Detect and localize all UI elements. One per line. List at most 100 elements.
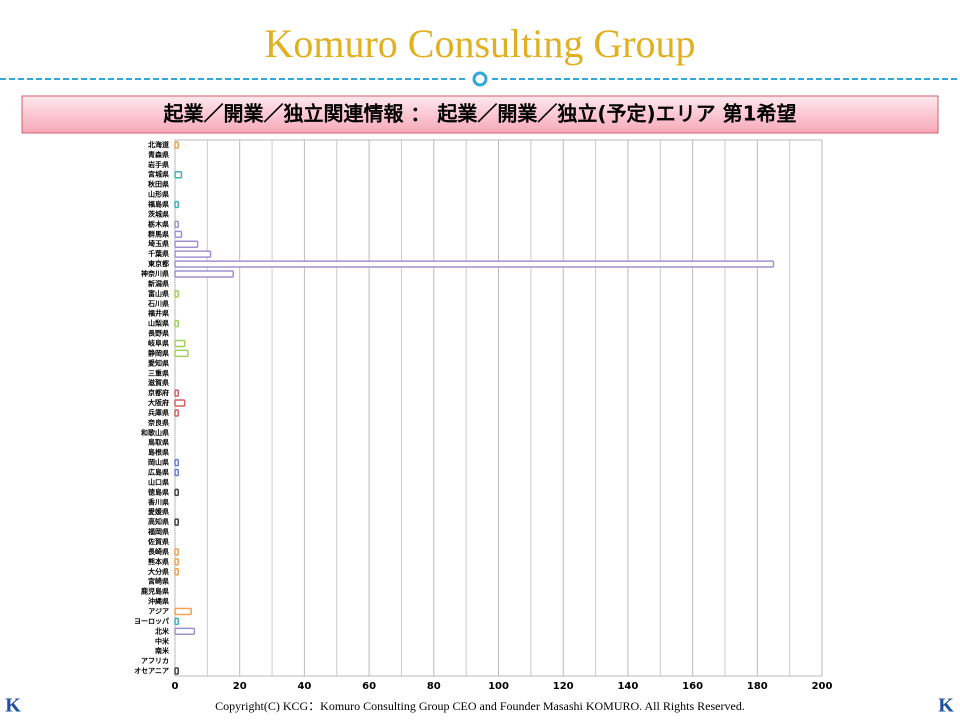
y-tick-label: 群馬県: [148, 229, 169, 238]
y-tick-label: 滋賀県: [148, 378, 169, 387]
y-tick-label: 岐阜県: [148, 338, 169, 347]
y-tick-label: 北米: [155, 626, 170, 635]
logo-left: K: [5, 695, 21, 717]
y-tick-label: 北海道: [148, 140, 169, 149]
y-tick-label: 佐賀県: [147, 537, 169, 546]
logo-right: K: [938, 695, 954, 717]
bar: [174, 617, 179, 626]
y-tick-label: 熊本県: [148, 557, 169, 566]
y-tick-label: 宮崎県: [148, 577, 169, 586]
y-tick-label: 宮城県: [148, 170, 169, 179]
x-tick-label: 20: [233, 681, 247, 692]
y-tick-label: 奈良県: [147, 418, 169, 427]
copyright: Copyright(C) KCG：Komuro Consulting Group…: [215, 699, 745, 713]
y-tick-label: 福井県: [147, 309, 169, 318]
bar: [174, 250, 212, 258]
y-tick-label: 広島県: [148, 468, 169, 477]
bar: [174, 141, 179, 149]
y-tick-label: 大分県: [148, 567, 169, 576]
y-tick-label: 高知県: [148, 517, 169, 526]
x-tick-label: 200: [812, 681, 833, 692]
y-tick-label: 兵庫県: [148, 408, 169, 417]
bar: [174, 409, 179, 417]
y-tick-label: 愛媛県: [148, 507, 169, 516]
bar: [174, 200, 179, 209]
y-tick-label: 岩手県: [147, 160, 169, 169]
y-tick-label: 長崎県: [148, 547, 169, 556]
x-tick-label: 140: [617, 681, 638, 692]
y-tick-label: 京都府: [148, 388, 169, 397]
y-tick-label: 長野県: [148, 329, 169, 338]
bar: [174, 468, 179, 477]
bar: [174, 558, 179, 566]
y-tick-label: 茨城県: [148, 209, 169, 218]
y-tick-label: 山口県: [148, 477, 169, 486]
bar: [174, 389, 179, 397]
bar: [174, 627, 196, 636]
bar: [174, 488, 179, 497]
x-tick-label: 40: [297, 681, 311, 692]
slide-title: Komuro Consulting Group: [264, 21, 695, 66]
y-tick-label: 香川県: [147, 497, 169, 506]
bar: [174, 290, 179, 298]
y-tick-label: 中米: [155, 636, 170, 645]
x-tick-label: 180: [747, 681, 768, 692]
y-tick-label: 東京都: [148, 259, 169, 268]
y-tick-label: 石川県: [147, 299, 169, 308]
y-tick-label: 福岡県: [147, 527, 169, 536]
x-tick-label: 0: [172, 681, 179, 692]
y-tick-label: アジア: [148, 607, 169, 615]
y-tick-label: 新潟県: [148, 279, 169, 288]
bar: [174, 319, 179, 328]
bar: [174, 518, 179, 526]
x-tick-label: 60: [362, 681, 376, 692]
y-tick-label: 埼玉県: [148, 239, 169, 248]
bar: [174, 667, 179, 675]
y-tick-label: 岡山県: [148, 458, 169, 467]
bar: [174, 548, 179, 556]
y-tick-label: 秋田県: [148, 180, 169, 189]
y-tick-label: 和歌山県: [140, 428, 169, 437]
y-tick-label: 富山県: [148, 289, 169, 298]
y-tick-label: 南米: [155, 646, 170, 655]
y-tick-label: 山形県: [148, 190, 169, 199]
bar: [174, 568, 179, 576]
x-tick-label: 80: [427, 681, 441, 692]
subtitle-box: [21, 95, 939, 134]
bar: [174, 260, 775, 268]
y-tick-label: 青森県: [148, 150, 169, 159]
y-tick-label: 三重県: [148, 368, 169, 377]
bar: [174, 171, 183, 179]
bar: [174, 339, 186, 348]
y-tick-label: 山梨県: [148, 319, 169, 328]
x-tick-label: 120: [553, 681, 574, 692]
y-tick-label: 島根県: [148, 448, 169, 457]
y-tick-label: 栃木県: [148, 219, 169, 228]
y-tick-label: 愛知県: [148, 358, 169, 367]
y-tick-label: ヨーロッパ: [134, 616, 169, 625]
bar: [174, 607, 192, 616]
bar: [174, 240, 199, 248]
logo-left: [0, 694, 26, 720]
y-tick-label: 神奈川県: [141, 269, 169, 278]
y-tick-label: 福島県: [147, 200, 169, 209]
y-tick-label: 鹿児島県: [141, 587, 169, 596]
bar: [174, 270, 234, 278]
bar: [174, 230, 183, 239]
y-tick-label: 大阪府: [148, 398, 169, 407]
y-tick-label: 沖縄県: [148, 597, 169, 606]
bar: [174, 220, 179, 229]
y-tick-label: 徳島県: [147, 487, 169, 496]
x-tick-label: 100: [488, 681, 509, 692]
y-tick-label: 静岡県: [148, 348, 169, 357]
bar: [174, 399, 186, 407]
bar: [174, 349, 189, 358]
bar: [174, 458, 179, 467]
divider-icon: [472, 71, 488, 87]
y-tick-label: オセアニア: [134, 667, 169, 675]
y-tick-label: 鳥取県: [148, 438, 169, 447]
y-tick-label: 千葉県: [148, 249, 169, 258]
x-tick-label: 160: [682, 681, 703, 692]
y-tick-label: アフリカ: [141, 657, 169, 665]
